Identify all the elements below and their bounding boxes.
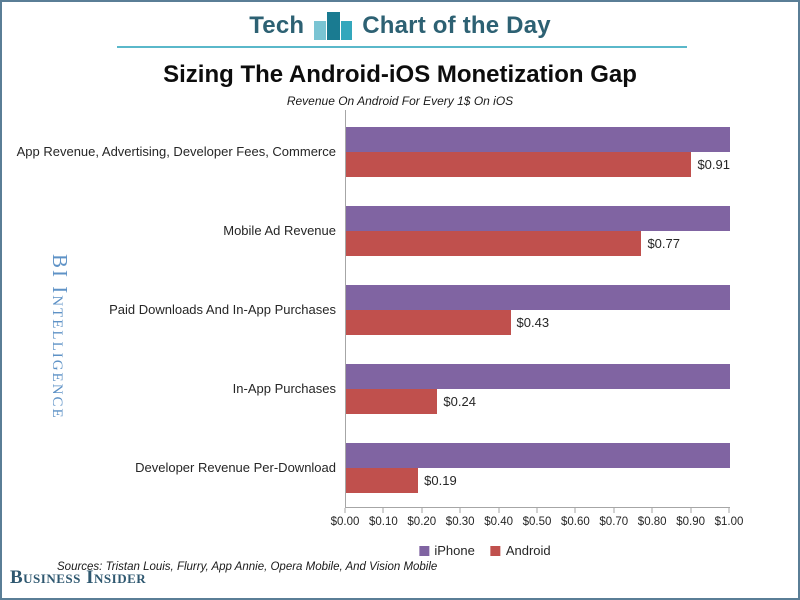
tick-mark: [536, 508, 538, 513]
bar-track: [345, 442, 730, 468]
tick-label: $0.40: [484, 516, 513, 528]
legend-swatch: [419, 545, 430, 556]
y-axis-line: [345, 110, 346, 508]
iphone-bar: [345, 205, 730, 231]
category-label: In-App Purchases: [232, 381, 336, 396]
bar-group: App Revenue, Advertising, Developer Fees…: [2, 112, 730, 191]
bar-track: [345, 205, 730, 231]
legend: iPhone Android: [419, 543, 551, 558]
android-bar: [345, 309, 511, 335]
bar-track: $0.19: [345, 467, 730, 493]
bar-track: [345, 363, 730, 389]
tick-mark: [613, 508, 615, 513]
iphone-bar: [345, 363, 730, 389]
android-bar: [345, 151, 692, 177]
android-bar: [345, 388, 438, 414]
tick-label: $0.10: [369, 516, 398, 528]
tick-mark: [651, 508, 653, 513]
tick-label: $0.00: [330, 516, 360, 528]
bar-chart-icon-bar: [341, 21, 353, 40]
bar-groups: App Revenue, Advertising, Developer Fees…: [2, 112, 730, 507]
category-label: Paid Downloads And In-App Purchases: [109, 302, 336, 317]
bar-area: $0.43: [345, 270, 730, 349]
bar-value-label: $0.24: [443, 393, 476, 409]
bar-chart-icon-bar: [314, 21, 327, 40]
bar-group: Paid Downloads And In-App Purchases $0.43: [2, 270, 730, 349]
bar-group: Mobile Ad Revenue $0.77: [2, 191, 730, 270]
bar-value-label: $0.91: [697, 156, 730, 172]
bar-track: [345, 284, 730, 310]
header-divider: [117, 46, 687, 48]
tick-mark: [498, 508, 500, 513]
x-axis-line: [345, 507, 730, 508]
tick-label: $1.00: [714, 516, 744, 528]
bar-chart-icon-bar: [327, 12, 341, 40]
header-brand-right: Chart of the Day: [362, 11, 551, 39]
legend-label: Android: [505, 543, 551, 558]
header: Tech Chart of the Day: [2, 11, 798, 40]
tick-label: $0.90: [676, 516, 705, 528]
legend-label: iPhone: [434, 543, 475, 558]
category-label: App Revenue, Advertising, Developer Fees…: [16, 144, 336, 159]
tick-mark: [421, 508, 423, 513]
legend-item-android: Android: [490, 543, 551, 558]
legend-swatch: [490, 545, 501, 556]
tick-mark: [382, 508, 384, 513]
bar-track: $0.91: [345, 151, 730, 177]
tick-mark: [574, 508, 576, 513]
category-label: Developer Revenue Per-Download: [135, 460, 336, 475]
android-bar: [345, 230, 642, 256]
tick-mark: [344, 508, 346, 513]
legend-item-iphone: iPhone: [419, 543, 475, 558]
bar-value-label: $0.19: [424, 472, 457, 488]
tick-label: $0.70: [599, 516, 629, 528]
x-axis-ticks: $0.00 $0.10 $0.20 $0.30 $0.40 $0.50 $0.60 $0.70…: [331, 508, 743, 538]
sources-note: Sources: Tristan Louis, Flurry, App Anni…: [57, 561, 438, 573]
iphone-bar: [345, 284, 730, 310]
tick-mark: [728, 508, 730, 513]
bi-intelligence-watermark: BI Intelligence: [48, 254, 72, 420]
bar-area: $0.91: [345, 112, 730, 191]
bar-area: $0.24: [345, 349, 730, 428]
bar-value-label: $0.43: [516, 314, 550, 330]
bar-track: [345, 126, 730, 152]
bar-group: In-App Purchases $0.24: [2, 349, 730, 428]
tick-mark: [459, 508, 461, 513]
business-insider-logo: Business Insider: [10, 567, 147, 588]
bar-track: $0.77: [345, 230, 730, 256]
tick-label: $0.30: [445, 516, 475, 528]
bar-value-label: $0.77: [647, 235, 680, 251]
bar-track: $0.24: [345, 388, 730, 414]
bar-area: $0.77: [345, 191, 730, 270]
tick-label: $0.60: [561, 516, 590, 528]
header-brand-left: Tech: [249, 11, 305, 39]
category-label: Mobile Ad Revenue: [223, 223, 336, 238]
bar-chart-icon: [314, 11, 353, 40]
chart-subtitle: Revenue On Android For Every 1$ On iOS: [286, 94, 514, 108]
iphone-bar: [345, 126, 730, 152]
tick-mark: [690, 508, 692, 513]
android-bar: [345, 467, 419, 493]
iphone-bar: [345, 442, 730, 468]
tick-label: $0.80: [637, 516, 667, 528]
chart-title: Sizing The Android-iOS Monetization Gap: [163, 61, 637, 88]
bar-track: $0.43: [345, 309, 730, 335]
bar-area: $0.19: [345, 428, 730, 507]
tick-label: $0.20: [407, 516, 437, 528]
tick-label: $0.50: [522, 516, 552, 528]
bar-group: Developer Revenue Per-Download $0.19: [2, 428, 730, 507]
